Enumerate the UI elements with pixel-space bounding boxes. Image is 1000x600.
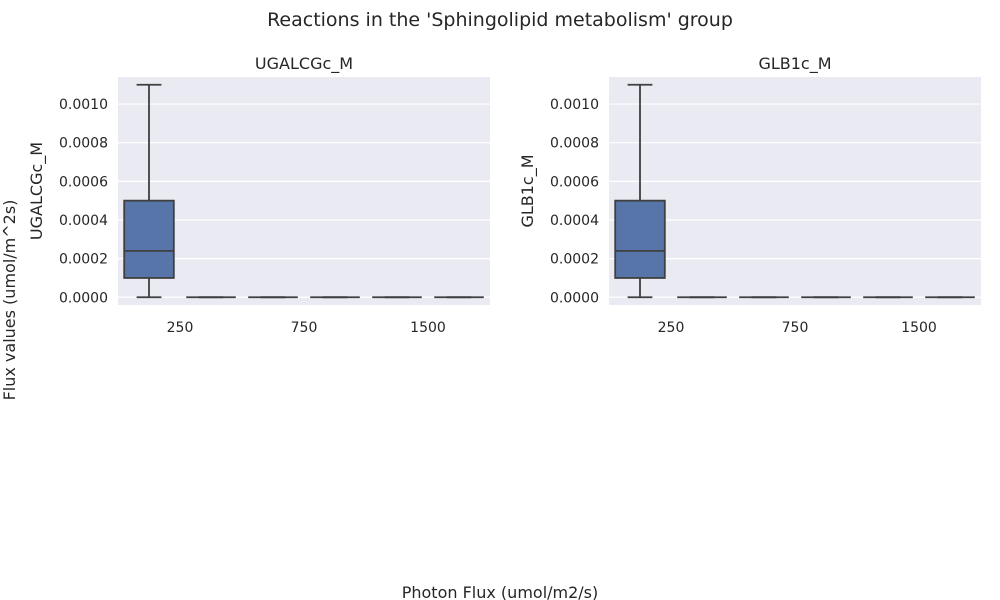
x-tick-label: 1500 <box>410 320 446 336</box>
y-tick-label: 0.0006 <box>550 174 599 190</box>
x-tick-label: 1500 <box>901 320 937 336</box>
box-group <box>123 83 175 299</box>
y-tick-label: 0.0006 <box>59 174 108 190</box>
y-tick-label: 0.0000 <box>59 290 108 306</box>
plot-area <box>609 77 981 305</box>
figure-title: Reactions in the 'Sphingolipid metabolis… <box>267 9 733 31</box>
y-tick-label: 0.0002 <box>550 252 599 268</box>
subplot-glb1c-m: 0.0000 0.0002 0.0004 0.0006 0.0008 0.0010 250 7… <box>518 54 981 336</box>
box <box>123 199 175 279</box>
subplot-ugalcgc-m: 0.0000 0.0002 0.0004 0.0006 0.0008 0.0010 250 7… <box>27 54 490 336</box>
x-tick-label: 250 <box>658 320 685 336</box>
x-tick-label: 250 <box>167 320 194 336</box>
subplot-title: GLB1c_M <box>758 54 831 74</box>
figure-xlabel: Photon Flux (umol/m2/s) <box>402 583 599 600</box>
box <box>614 199 666 279</box>
y-tick-label: 0.0008 <box>550 136 599 152</box>
x-tick-label: 750 <box>291 320 318 336</box>
x-tick-label: 750 <box>782 320 809 336</box>
y-tick-label: 0.0010 <box>59 97 108 113</box>
y-tick-label: 0.0004 <box>59 213 108 229</box>
y-tick-label: 0.0010 <box>550 97 599 113</box>
y-tick-label: 0.0008 <box>59 136 108 152</box>
y-tick-label: 0.0000 <box>550 290 599 306</box>
y-tick-label: 0.0002 <box>59 252 108 268</box>
box-group <box>614 83 666 299</box>
plot-area <box>118 77 490 305</box>
subplot-ylabel: UGALCGc_M <box>27 142 47 240</box>
subplot-ylabel: GLB1c_M <box>518 154 538 227</box>
y-tick-label: 0.0004 <box>550 213 599 229</box>
figure-ylabel: Flux values (umol/m^2s) <box>0 200 19 401</box>
subplot-title: UGALCGc_M <box>255 54 353 74</box>
